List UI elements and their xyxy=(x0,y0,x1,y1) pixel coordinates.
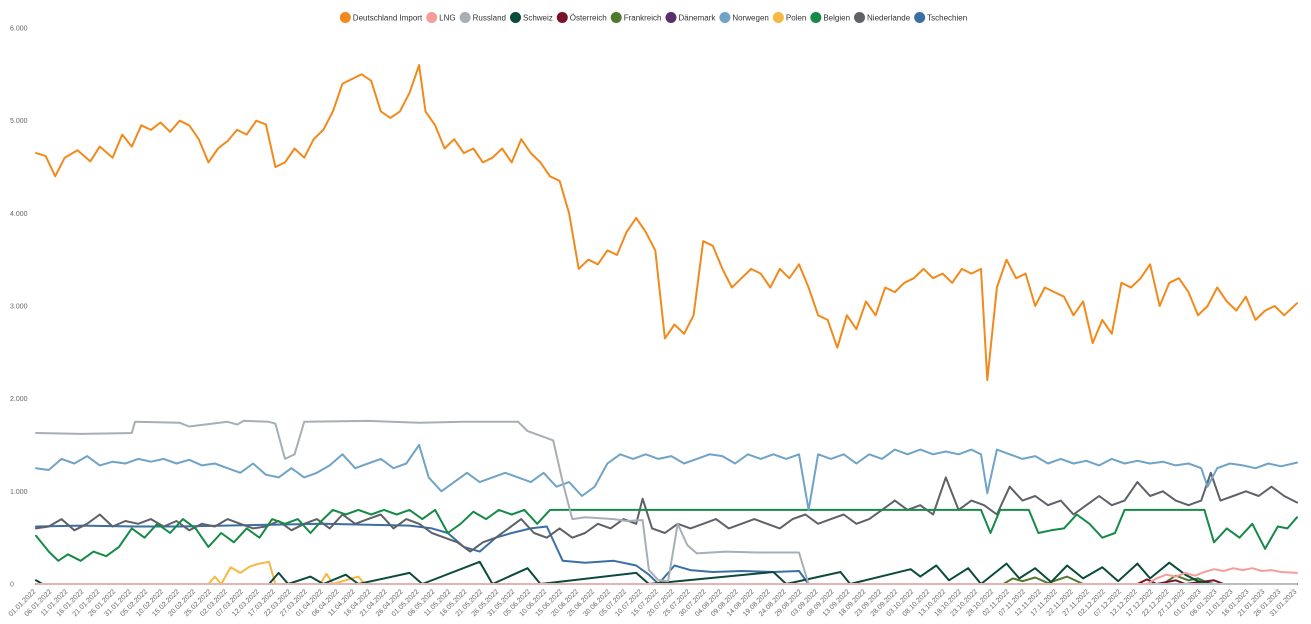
legend-marker-russland xyxy=(459,12,471,23)
legend-label: Frankreich xyxy=(624,14,662,23)
legend-marker-polen xyxy=(772,12,784,23)
series-line-frankreich[interactable] xyxy=(35,574,1298,585)
y-axis: 0 1.000 2.000 3.000 4.000 5.000 6.000 xyxy=(10,26,28,589)
legend-item-danemark[interactable]: Dänemark xyxy=(665,12,716,23)
legend-item-osterreich[interactable]: Österreich xyxy=(556,12,607,23)
legend-label: Belgien xyxy=(823,14,850,23)
legend-label: Polen xyxy=(786,14,806,23)
series-line-russland[interactable] xyxy=(35,419,1298,585)
series-line-norwegen[interactable] xyxy=(35,444,1298,511)
series-line-schweiz[interactable] xyxy=(35,560,1298,585)
legend: Deutschland Import LNG Russland Schweiz Öste… xyxy=(339,12,967,23)
legend-item-deutschland-import[interactable]: Deutschland Import xyxy=(339,12,423,23)
series-line-tschechien[interactable] xyxy=(35,522,1298,585)
y-tick-label: 2.000 xyxy=(10,396,28,403)
series-line-belgien[interactable] xyxy=(35,508,1298,562)
legend-label: Österreich xyxy=(570,14,607,23)
legend-label: Schweiz xyxy=(523,14,553,23)
series-line-polen[interactable] xyxy=(35,560,1298,585)
plot-area xyxy=(35,64,1298,585)
y-tick-label: 3.000 xyxy=(10,304,28,311)
legend-item-belgien[interactable]: Belgien xyxy=(810,12,850,23)
legend-marker-frankreich xyxy=(610,12,622,23)
series-line-osterreich[interactable] xyxy=(35,578,1298,585)
y-tick-label: 5.000 xyxy=(10,118,28,125)
y-tick-label: 0 xyxy=(10,582,14,589)
legend-label: Norwegen xyxy=(732,14,768,23)
legend-label: Russland xyxy=(473,14,506,23)
legend-item-norwegen[interactable]: Norwegen xyxy=(719,12,769,23)
y-tick-label: 4.000 xyxy=(10,211,28,218)
legend-item-russland[interactable]: Russland xyxy=(459,12,506,23)
legend-marker-niederlande xyxy=(854,12,866,23)
legend-marker-tschechien xyxy=(914,12,926,23)
legend-label: Deutschland Import xyxy=(353,14,423,23)
series-line-lng[interactable] xyxy=(35,567,1298,585)
legend-label: Tschechien xyxy=(927,14,967,23)
legend-item-tschechien[interactable]: Tschechien xyxy=(914,12,967,23)
legend-marker-danemark xyxy=(665,12,677,23)
series-line-niederlande[interactable] xyxy=(35,471,1298,553)
x-axis: 01.01.202206.01.202211.01.202216.01.2022… xyxy=(8,583,1298,618)
legend-marker-schweiz xyxy=(509,12,521,23)
legend-item-frankreich[interactable]: Frankreich xyxy=(610,12,662,23)
legend-marker-osterreich xyxy=(556,12,568,23)
legend-label: Dänemark xyxy=(678,14,716,23)
y-tick-label: 6.000 xyxy=(10,26,28,33)
legend-item-polen[interactable]: Polen xyxy=(772,12,806,23)
series-line-deutschland-import[interactable] xyxy=(35,64,1298,382)
legend-marker-lng xyxy=(426,12,438,23)
legend-marker-deutschland-import xyxy=(339,12,351,23)
legend-marker-norwegen xyxy=(719,12,731,23)
legend-item-lng[interactable]: LNG xyxy=(426,12,456,23)
y-tick-label: 1.000 xyxy=(10,489,28,496)
legend-item-schweiz[interactable]: Schweiz xyxy=(509,12,553,23)
legend-label: Niederlande xyxy=(867,14,911,23)
legend-item-niederlande[interactable]: Niederlande xyxy=(854,12,911,23)
legend-marker-belgien xyxy=(810,12,822,23)
legend-label: LNG xyxy=(439,14,455,23)
